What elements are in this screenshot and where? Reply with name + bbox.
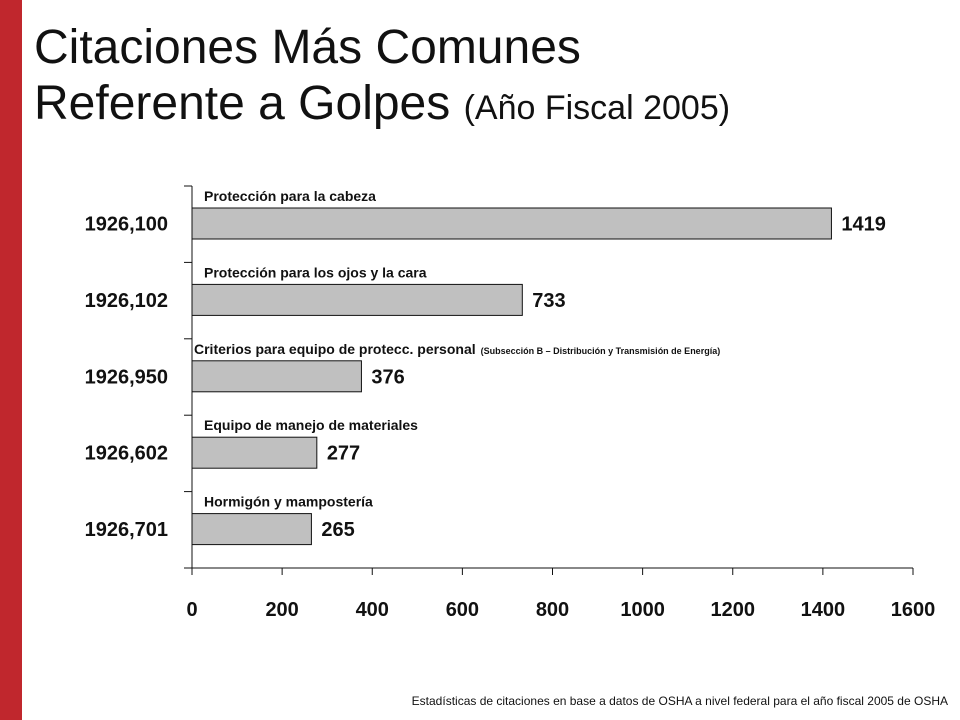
title-line-2: Referente a Golpes (Año Fiscal 2005) (34, 76, 730, 136)
x-tick-label: 600 (446, 599, 479, 621)
description-text: Hormigón y mampostería (204, 494, 373, 510)
title-main: Referente a Golpes (34, 77, 451, 130)
description-label: Equipo de manejo de materiales (204, 417, 418, 433)
slide-title: Citaciones Más Comunes Referente a Golpe… (34, 20, 730, 136)
value-label: 376 (371, 366, 404, 388)
bar (191, 436, 318, 469)
source-footnote: Estadísticas de citaciones en base a dat… (411, 694, 948, 708)
description-text: Protección para la cabeza (204, 188, 376, 204)
x-tick-label: 800 (536, 599, 569, 621)
value-labels: 1419 733 376 277 265 (321, 214, 886, 542)
category-labels: 1926,100 1926,102 1926,950 1926,602 1926,701 (85, 214, 168, 542)
x-axis-ticks (191, 568, 914, 575)
x-tick-label: 200 (265, 599, 298, 621)
bars (191, 207, 832, 546)
x-tick-label: 1400 (801, 599, 846, 621)
bar (191, 207, 832, 240)
title-line-1: Citaciones Más Comunes (34, 21, 581, 74)
value-label: 277 (327, 443, 360, 465)
description-text: Equipo de manejo de materiales (204, 417, 418, 433)
description-label: Criterios para equipo de protecc. person… (194, 341, 720, 357)
title-fiscal-year: (Año Fiscal 2005) (463, 89, 731, 127)
description-label: Protección para los ojos y la cara (204, 264, 427, 280)
value-label: 265 (321, 519, 354, 541)
category-label: 1926,701 (85, 519, 168, 541)
x-tick-label: 400 (356, 599, 389, 621)
x-tick-label: 0 (186, 599, 197, 621)
bar (191, 360, 362, 393)
x-tick-label: 1200 (711, 599, 756, 621)
bar (191, 283, 523, 316)
bar (191, 513, 312, 546)
description-note: (Subsección B – Distribución y Transmisi… (481, 346, 721, 356)
category-label: 1926,100 (85, 214, 168, 236)
value-label: 733 (532, 290, 565, 312)
description-text: Protección para los ojos y la cara (204, 264, 427, 280)
x-tick-label: 1600 (891, 599, 936, 621)
category-label: 1926,102 (85, 290, 168, 312)
y-axis-ticks (184, 185, 192, 569)
description-label: Protección para la cabeza (204, 188, 376, 204)
description-text: Criterios para equipo de protecc. person… (194, 341, 476, 357)
category-label: 1926,602 (85, 443, 168, 465)
category-label: 1926,950 (85, 366, 168, 388)
accent-stripe (0, 0, 22, 720)
x-tick-label: 1000 (620, 599, 665, 621)
value-label: 1419 (841, 214, 886, 236)
x-axis-tick-labels: 0 200 400 600 800 1000 1200 1400 1600 (186, 599, 935, 621)
description-label: Hormigón y mampostería (204, 494, 373, 510)
description-labels: Protección para la cabeza Protección para… (194, 188, 720, 510)
